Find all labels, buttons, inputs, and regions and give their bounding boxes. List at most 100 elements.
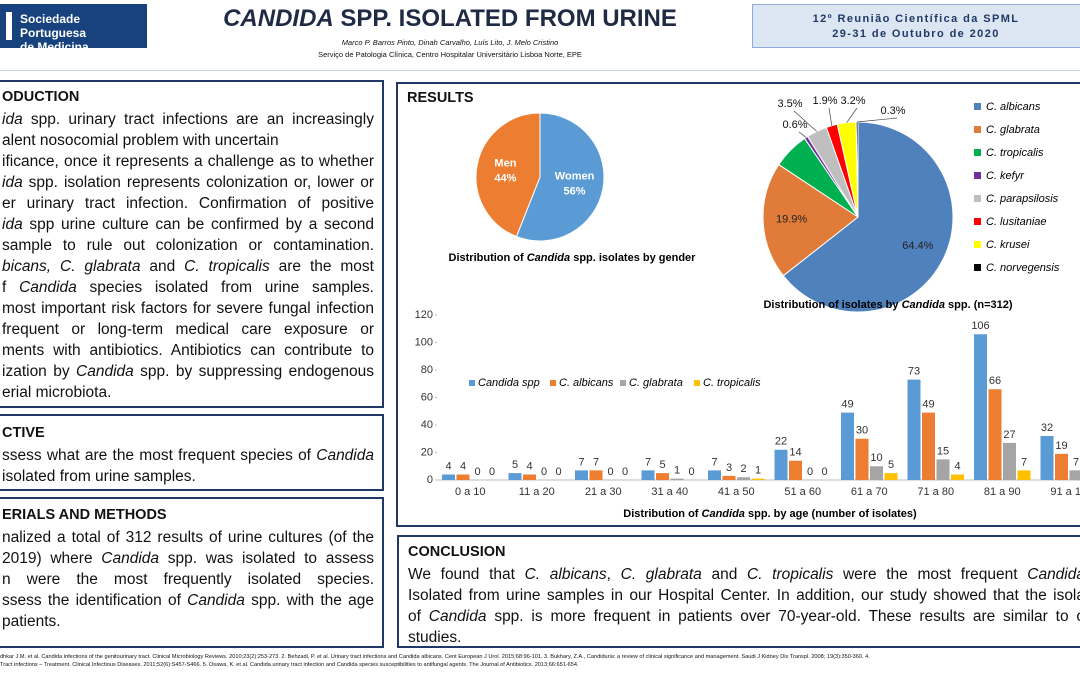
data-label: 3.5% xyxy=(777,98,802,110)
text-segment: Candida xyxy=(76,363,134,380)
data-label: 5 xyxy=(888,459,894,471)
legend-label: C. glabrata xyxy=(986,124,1040,136)
text-segment: Candida xyxy=(702,508,745,520)
text-segment: and xyxy=(140,258,185,275)
x-tick-label: 21 a 30 xyxy=(585,486,622,498)
data-label: 27 xyxy=(1003,429,1015,441)
bar xyxy=(456,474,470,480)
chart-title: Distribution of isolates by Candida spp.… xyxy=(763,299,1012,311)
bar xyxy=(751,478,765,480)
text-line: patients. xyxy=(2,613,61,630)
legend-swatch xyxy=(620,380,626,386)
legend-swatch xyxy=(974,264,981,271)
legend-label: C. glabrata xyxy=(629,377,683,389)
text-line: er urinary tract infection. Confirmation… xyxy=(2,195,374,212)
text-line: isolated from urine samples. xyxy=(2,468,196,485)
bar xyxy=(907,379,921,480)
legend-label: C. kefyr xyxy=(986,170,1025,182)
section-heading: ERIALS AND METHODS xyxy=(2,507,167,523)
legend-label: C. parapsilosis xyxy=(986,193,1059,205)
data-label: 7 xyxy=(1021,456,1027,468)
legend-label: C. albicans xyxy=(986,101,1041,113)
x-tick-label: 0 a 10 xyxy=(455,486,486,498)
y-tick-label: 100 xyxy=(415,336,433,348)
data-label: 7 xyxy=(578,456,584,468)
reference-line: Tract infections – Treatment. Clinical I… xyxy=(0,662,579,668)
text-segment: spp. urinary tract infections are an inc… xyxy=(22,111,374,128)
text-segment: C. albicans xyxy=(524,566,607,583)
header-rule xyxy=(0,70,1080,71)
x-tick-label: 31 a 40 xyxy=(651,486,688,498)
data-label: 64.4% xyxy=(902,240,933,252)
y-tick-label: 40 xyxy=(421,419,433,431)
bar xyxy=(737,477,750,480)
legend-swatch xyxy=(694,380,700,386)
text-segment: spp urine culture can be confirmed by a … xyxy=(22,216,374,233)
data-label: 49 xyxy=(922,399,934,411)
text-segment: Candida xyxy=(527,252,570,264)
text-line: We found that C. albicans, C. glabrata a… xyxy=(408,564,1080,585)
text-line: n were the most frequently isolated spec… xyxy=(2,571,374,588)
text-segment: Candida xyxy=(428,608,487,625)
text-segment: f xyxy=(2,279,20,296)
bar xyxy=(870,466,883,480)
bar xyxy=(1017,470,1031,480)
legend-swatch xyxy=(974,218,981,225)
data-label: 22 xyxy=(775,436,787,448)
pie-slice xyxy=(782,121,954,313)
legend-label: C. albicans xyxy=(559,377,614,389)
bar xyxy=(884,473,898,480)
text-segment: C. tropicalis xyxy=(184,258,270,275)
text-segment: Candida xyxy=(19,279,77,296)
y-tick-label: 20 xyxy=(421,446,433,458)
text-line: most important risk factors for severe f… xyxy=(2,300,374,317)
data-label: 56% xyxy=(564,186,586,198)
text-segment: spp. isolates by gender xyxy=(570,252,696,264)
text-segment: spp. isolation represents colonization o… xyxy=(22,174,374,191)
text-line: sample to rule out colonization or conta… xyxy=(2,237,374,254)
data-label: 7 xyxy=(593,456,599,468)
text-segment: Distribution of isolates by xyxy=(763,299,901,311)
x-tick-label: 11 a 20 xyxy=(519,486,555,498)
logo-text: Sociedade Portuguesa de Medicina Laborat… xyxy=(20,12,147,68)
legend-label: C. krusei xyxy=(986,239,1030,251)
data-label: 44% xyxy=(494,172,516,184)
section-heading: CONCLUSION xyxy=(408,544,506,560)
leader-line xyxy=(828,107,833,126)
meeting-line: 29-31 de Outubro de 2020 xyxy=(832,28,1000,40)
bar xyxy=(789,460,802,480)
text-segment: spp. by age (number of isolates) xyxy=(745,508,917,520)
section-heading: RESULTS xyxy=(407,90,474,106)
text-segment: are the most xyxy=(269,258,374,275)
bar xyxy=(523,474,536,480)
text-line: ssess the identification of Candida spp.… xyxy=(2,590,374,611)
bar xyxy=(1069,470,1080,480)
leader-line xyxy=(798,131,807,138)
bar xyxy=(1040,436,1054,480)
text-line: nalized a total of 312 results of urine … xyxy=(2,529,374,546)
text-segment: SPP. ISOLATED FROM URINE xyxy=(333,5,677,32)
text-segment: species isolated from urine samples. xyxy=(76,279,374,296)
data-label: 0 xyxy=(807,466,813,478)
text-segment: and xyxy=(701,566,747,583)
data-label: 1 xyxy=(755,465,761,477)
introduction-box: ODUCTION ida spp. urinary tract infection… xyxy=(0,80,384,408)
x-tick-label: 71 a 80 xyxy=(917,486,954,498)
reference-line: dhkar J.M. et al. Candida infections of … xyxy=(0,654,870,660)
data-label: 0 xyxy=(607,466,613,478)
text-segment: We found that xyxy=(408,566,525,583)
legend-label: C. tropicalis xyxy=(986,147,1044,159)
text-line: alent nosocomial problem with uncertain xyxy=(2,132,279,149)
section-heading: ODUCTION xyxy=(2,89,80,105)
legend-swatch xyxy=(974,103,981,110)
data-label: 19 xyxy=(1055,440,1067,452)
objective-box: CTIVE ssess what are the most frequent sp… xyxy=(0,414,384,491)
text-segment: spp. by suppressing endogenous xyxy=(133,363,374,380)
data-label: 0.3% xyxy=(880,105,905,117)
data-label: 4 xyxy=(954,460,960,472)
y-tick-label: 0 xyxy=(427,474,433,486)
bar xyxy=(951,474,964,480)
slice-category: Women xyxy=(555,171,595,183)
text-line: ificance, once it represents a challenge… xyxy=(2,153,374,170)
